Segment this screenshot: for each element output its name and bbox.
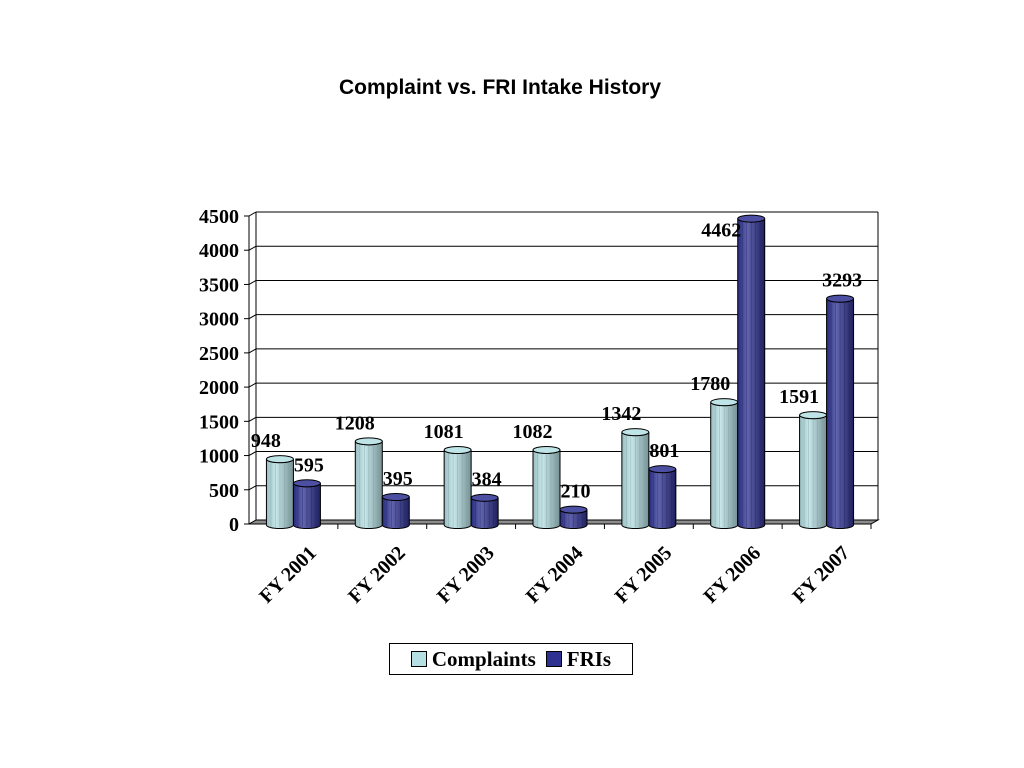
legend-label-complaints: Complaints [431, 646, 536, 671]
x-tick-label: FY 2006 [700, 542, 766, 608]
data-label: 210 [561, 481, 591, 503]
data-label: 4462 [701, 220, 741, 242]
gridline-side [248, 211, 257, 217]
bar-top [621, 428, 650, 437]
bar-complaints-fy-2007 [799, 411, 828, 529]
x-tick-label: FY 2007 [788, 542, 854, 608]
bar-top [799, 411, 828, 420]
bar-top [710, 398, 739, 407]
x-tick-label: FY 2005 [611, 542, 677, 608]
legend-swatch-fris [545, 651, 562, 667]
x-tick-label: FY 2002 [344, 542, 410, 608]
bar-top [470, 493, 499, 502]
axes: 0 500 1000 1500 2000 2500 3000 3500 4000 4500 FY 2… [199, 206, 872, 608]
y-tick-label: 1000 [199, 446, 239, 468]
y-tick-label: 1500 [199, 411, 239, 433]
gridline-side [248, 416, 257, 422]
bar-top [559, 505, 588, 514]
legend-label-fris: FRIs [566, 646, 612, 671]
y-tick-label: 4500 [199, 206, 239, 228]
data-label: 1082 [513, 421, 553, 443]
legend-swatch-complaints [410, 651, 427, 667]
data-label: 801 [649, 440, 679, 462]
x-tick-label: FY 2004 [522, 542, 588, 608]
bar-complaints-fy-2003 [443, 446, 472, 529]
gridline-side [248, 245, 257, 251]
y-tick-label: 3000 [199, 309, 239, 331]
data-label: 395 [383, 468, 413, 490]
bar-top [381, 492, 410, 501]
data-label: 1591 [779, 386, 819, 408]
bar-top [443, 446, 472, 455]
y-tick-label: 2000 [199, 377, 239, 399]
bar-fris-fy-2005 [648, 465, 677, 529]
legend-item-complaints: Complaints [410, 646, 536, 672]
data-labels: 948 595 1208 395 1081 384 1082 210 1342 801 1780 44… [251, 220, 862, 503]
bar-fris-fy-2004 [559, 505, 588, 529]
data-label: 948 [251, 430, 281, 452]
bar-fris-fy-2002 [381, 492, 410, 529]
bar-top [648, 465, 677, 474]
bar-fris-fy-2007 [826, 294, 855, 529]
y-tick-label: 3500 [199, 274, 239, 296]
x-tick-label: FY 2003 [433, 542, 499, 608]
gridline-side [248, 451, 257, 456]
data-label: 384 [472, 469, 502, 491]
gridline-side [248, 382, 257, 388]
bar-complaints-fy-2006 [710, 398, 739, 529]
data-label: 1208 [335, 412, 375, 434]
bar-fris-fy-2003 [470, 493, 499, 529]
data-label: 3293 [822, 270, 862, 292]
bar-complaints-fy-2005 [621, 428, 650, 529]
bars [265, 214, 855, 529]
y-tick-label: 500 [209, 480, 239, 502]
y-tick-label: 0 [229, 514, 239, 536]
data-label: 1342 [601, 403, 641, 425]
chart-title: Complaint vs. FRI Intake History [338, 76, 662, 99]
bar-top [265, 455, 294, 464]
gridline-side [248, 280, 257, 285]
data-label: 1780 [690, 373, 730, 395]
data-label: 1081 [424, 421, 464, 443]
bar-top [292, 479, 321, 488]
bar-complaints-fy-2004 [532, 445, 561, 529]
bar-complaints-fy-2002 [354, 437, 383, 529]
legend-item-fris: FRIs [545, 646, 612, 672]
bar-top [532, 445, 561, 454]
data-label: 595 [294, 454, 324, 476]
gridline-side [248, 348, 257, 354]
bar-fris-fy-2001 [292, 479, 321, 529]
bar-top [354, 437, 383, 446]
gridline-side [248, 314, 257, 320]
gridlines [248, 211, 879, 524]
y-tick-label: 2500 [199, 343, 239, 365]
bar-fris-fy-2006 [737, 214, 766, 529]
x-tick-label: FY 2001 [255, 542, 321, 608]
bar-top [826, 294, 855, 303]
bar-complaints-fy-2001 [265, 455, 294, 529]
gridline-side [248, 485, 257, 491]
y-tick-label: 4000 [199, 240, 239, 262]
legend: Complaints FRIs [389, 643, 633, 675]
bar-top [737, 214, 766, 223]
